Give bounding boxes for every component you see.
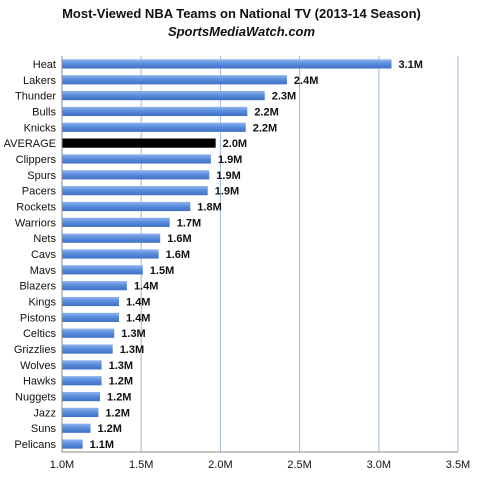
value-label: 1.3M (120, 344, 144, 356)
bar-grizzlies (62, 344, 113, 354)
bar-knicks (62, 122, 246, 132)
bar-suns (62, 423, 91, 433)
category-label: Blazers (19, 281, 56, 293)
category-label: Rockets (16, 201, 56, 213)
bar-blazers (62, 281, 127, 291)
value-label: 1.4M (134, 281, 158, 293)
bar-rockets (62, 201, 191, 212)
bar-pistons (62, 312, 120, 322)
category-label: Knicks (24, 122, 57, 134)
category-label: Spurs (27, 170, 56, 182)
bars (62, 59, 392, 449)
value-label: 1.3M (109, 360, 133, 372)
value-label: 1.2M (105, 407, 129, 419)
category-label: Jazz (33, 407, 56, 419)
chart-title: Most-Viewed NBA Teams on National TV (20… (62, 6, 421, 21)
value-label: 1.3M (121, 328, 145, 340)
value-label: 2.0M (223, 138, 247, 150)
x-tick-label: 1.0M (50, 459, 74, 471)
value-label: 1.2M (98, 423, 122, 435)
bar-jazz (62, 407, 99, 417)
category-label: Nuggets (15, 392, 56, 404)
value-label: 1.9M (216, 170, 240, 182)
value-label: 2.2M (254, 106, 278, 118)
category-label: AVERAGE (4, 138, 56, 150)
category-label: Wolves (20, 360, 56, 372)
bar-warriors (62, 217, 170, 227)
category-label: Mavs (30, 265, 57, 277)
category-label: Kings (28, 297, 56, 309)
value-label: 1.7M (177, 217, 201, 229)
category-label: Cavs (31, 249, 57, 261)
value-label: 3.1M (398, 59, 422, 71)
x-tick-label: 3.5M (446, 459, 470, 471)
bar-lakers (62, 75, 287, 85)
bar-pacers (62, 186, 208, 196)
value-label: 1.4M (126, 312, 150, 324)
value-label: 1.1M (90, 439, 114, 451)
category-label: Lakers (23, 75, 57, 87)
axes: 1.0M 1.5M 2.0M 2.5M 3.0M 3.5M Heat 3.1M Lakers 2.… (4, 56, 470, 471)
value-label: 2.2M (253, 122, 277, 134)
value-label: 1.2M (109, 376, 133, 388)
bar-bulls (62, 106, 248, 117)
value-label: 1.8M (197, 201, 221, 213)
x-tick-label: 2.0M (208, 459, 232, 471)
bar-hawks (62, 376, 102, 386)
bar-nets (62, 233, 161, 243)
category-label: Pacers (22, 186, 57, 198)
category-label: Suns (31, 423, 57, 435)
bar-thunder (62, 91, 265, 101)
category-label: Pelicans (14, 439, 56, 451)
value-label: 1.9M (215, 186, 239, 198)
x-tick-label: 1.5M (129, 459, 153, 471)
category-label: Clippers (16, 154, 57, 166)
value-label: 1.5M (150, 265, 174, 277)
category-label: Hawks (23, 376, 57, 388)
value-label: 1.9M (218, 154, 242, 166)
category-label: Nets (33, 233, 56, 245)
category-label: Thunder (15, 91, 56, 103)
value-label: 2.4M (294, 75, 318, 87)
category-label: Grizzlies (14, 344, 57, 356)
x-tick-label: 2.5M (287, 459, 311, 471)
category-label: Warriors (15, 217, 57, 229)
bar-cavs (62, 249, 159, 259)
chart-subtitle: SportsMediaWatch.com (167, 24, 316, 39)
category-label: Heat (33, 59, 56, 71)
value-label: 1.6M (166, 249, 190, 261)
value-label: 1.2M (107, 392, 131, 404)
bar-average (62, 138, 216, 148)
value-label: 1.4M (126, 297, 150, 309)
bar-kings (62, 296, 120, 307)
bar-celtics (62, 328, 115, 338)
bar-pelicans (62, 439, 83, 449)
bar-nuggets (62, 391, 101, 402)
category-label: Celtics (23, 328, 57, 340)
category-label: Bulls (32, 106, 56, 118)
value-label: 1.6M (167, 233, 191, 245)
category-label: Pistons (20, 312, 57, 324)
bar-spurs (62, 170, 210, 180)
bar-mavs (62, 265, 143, 275)
x-tick-label: 3.0M (367, 459, 391, 471)
bar-wolves (62, 360, 102, 370)
bar-heat (62, 59, 392, 69)
value-label: 2.3M (272, 91, 296, 103)
bar-clippers (62, 154, 211, 164)
